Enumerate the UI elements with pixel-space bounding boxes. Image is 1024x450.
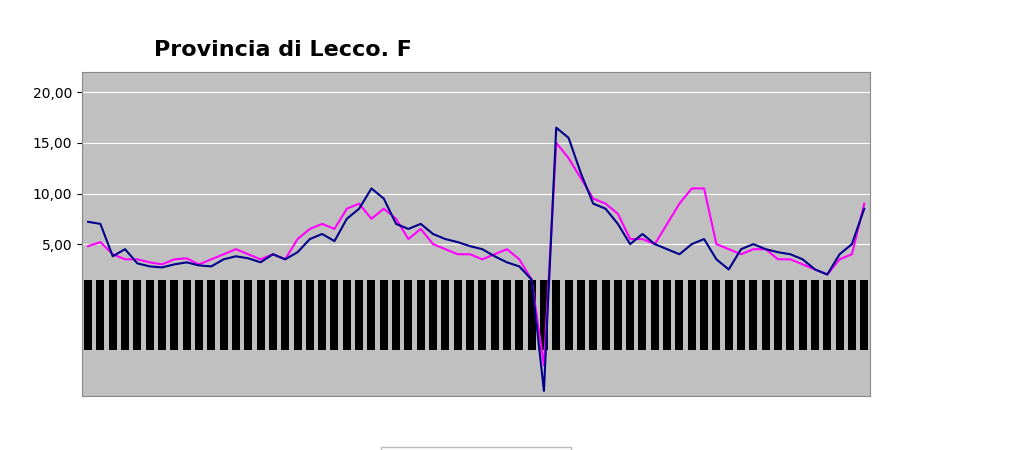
Bar — [343, 279, 351, 351]
Bar — [121, 279, 129, 351]
Bar — [454, 279, 462, 351]
Bar — [195, 279, 203, 351]
Bar — [577, 279, 585, 351]
Bar — [380, 279, 388, 351]
Bar — [664, 279, 671, 351]
Bar — [737, 279, 745, 351]
Bar — [282, 279, 289, 351]
Bar — [392, 279, 400, 351]
Bar — [466, 279, 474, 351]
Bar — [404, 279, 413, 351]
Bar — [799, 279, 807, 351]
Bar — [589, 279, 597, 351]
Bar — [725, 279, 733, 351]
Bar — [848, 279, 856, 351]
Bar — [245, 279, 252, 351]
Bar — [688, 279, 695, 351]
Bar — [490, 279, 499, 351]
Bar — [613, 279, 622, 351]
Bar — [811, 279, 819, 351]
Bar — [96, 279, 104, 351]
Bar — [540, 279, 548, 351]
Bar — [355, 279, 364, 351]
Bar — [639, 279, 646, 351]
Bar — [564, 279, 572, 351]
Bar — [836, 279, 844, 351]
Bar — [219, 279, 227, 351]
Bar — [676, 279, 683, 351]
Bar — [231, 279, 240, 351]
Bar — [417, 279, 425, 351]
Bar — [700, 279, 708, 351]
Bar — [713, 279, 721, 351]
Bar — [478, 279, 486, 351]
Bar — [109, 279, 117, 351]
Bar — [515, 279, 523, 351]
Bar — [601, 279, 609, 351]
Bar — [257, 279, 264, 351]
Bar — [823, 279, 831, 351]
Text: Provincia di Lecco. F: Provincia di Lecco. F — [154, 40, 412, 60]
Bar — [158, 279, 166, 351]
Bar — [133, 279, 141, 351]
Bar — [527, 279, 536, 351]
Bar — [786, 279, 795, 351]
Bar — [306, 279, 313, 351]
Bar — [503, 279, 511, 351]
Bar — [651, 279, 658, 351]
Bar — [294, 279, 301, 351]
Bar — [182, 279, 190, 351]
Bar — [269, 279, 276, 351]
Bar — [762, 279, 770, 351]
Bar — [145, 279, 154, 351]
Bar — [750, 279, 758, 351]
Bar — [331, 279, 339, 351]
Bar — [552, 279, 560, 351]
Bar — [318, 279, 327, 351]
Bar — [368, 279, 376, 351]
Bar — [207, 279, 215, 351]
Bar — [860, 279, 868, 351]
Bar — [774, 279, 782, 351]
Bar — [626, 279, 634, 351]
Bar — [84, 279, 92, 351]
Bar — [170, 279, 178, 351]
Bar — [441, 279, 450, 351]
Legend: , : , — [381, 447, 571, 450]
Bar — [429, 279, 437, 351]
